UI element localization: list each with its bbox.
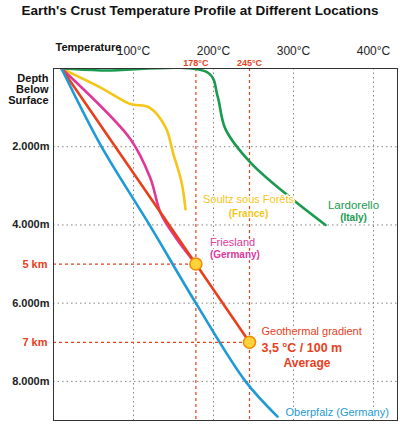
svg-text:DepthBelowSurface: DepthBelowSurface	[8, 72, 49, 106]
svg-text:Oberpfalz (Germany): Oberpfalz (Germany)	[286, 406, 389, 418]
svg-text:2.000m: 2.000m	[12, 140, 50, 152]
svg-text:400°C: 400°C	[357, 44, 391, 58]
svg-text:3,5 °C / 100 m: 3,5 °C / 100 m	[262, 341, 343, 355]
svg-text:245°C: 245°C	[237, 58, 263, 68]
svg-text:4.000m: 4.000m	[12, 218, 50, 230]
html-text:Earth's Crust Temperature Prof: Earth's Crust Temperature Profile at Dif…	[21, 3, 379, 18]
svg-text:300°C: 300°C	[277, 44, 311, 58]
svg-text:178°C: 178°C	[183, 58, 209, 68]
svg-text:5 km: 5 km	[22, 258, 47, 270]
svg-text:6.000m: 6.000m	[12, 297, 50, 309]
svg-text:100°C: 100°C	[117, 44, 151, 58]
svg-text:(Italy): (Italy)	[340, 212, 367, 223]
svg-text:Lardorello: Lardorello	[328, 199, 379, 211]
svg-text:Soultz sous Forêts: Soultz sous Forêts	[203, 193, 295, 205]
svg-text:8.000m: 8.000m	[12, 375, 50, 387]
svg-text:(France): (France)	[229, 208, 268, 219]
svg-text:Average: Average	[284, 356, 331, 370]
svg-text:7 km: 7 km	[22, 336, 47, 348]
svg-text:(Germany): (Germany)	[210, 249, 260, 260]
svg-text:Temperature: Temperature	[56, 41, 122, 53]
svg-text:200°C: 200°C	[197, 44, 231, 58]
svg-text:Friesland: Friesland	[210, 236, 255, 248]
svg-text:Geothermal gradient: Geothermal gradient	[262, 325, 362, 337]
